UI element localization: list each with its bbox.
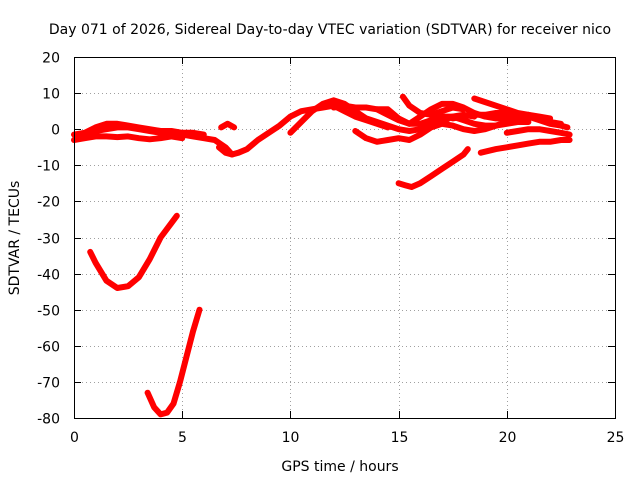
x-tick-labels: 0 5 10 15 20 25: [70, 430, 624, 446]
series-arc-15: [399, 93, 467, 118]
y-tick-label: -10: [37, 159, 60, 175]
y-tick-label: -50: [37, 304, 60, 320]
series-arc-10: [395, 146, 471, 190]
series-arc-13: [477, 137, 573, 156]
x-axis-label: GPS time / hours: [281, 459, 398, 475]
y-tick-label: -80: [37, 412, 60, 428]
y-tick-label: -70: [37, 376, 60, 392]
series-arc-14: [503, 126, 573, 138]
series-arc-17: [144, 306, 203, 418]
y-tick-label: 20: [42, 51, 60, 67]
series-arc-4: [216, 102, 391, 158]
series-group: [71, 93, 573, 418]
y-tick-label: 10: [42, 87, 60, 103]
x-tick-label: 10: [282, 430, 300, 446]
series-arc-3: [81, 120, 207, 138]
y-axis-label: SDTVAR / TECUs: [7, 181, 23, 296]
series-arc-16: [87, 212, 180, 291]
y-tick-label: -40: [37, 268, 60, 284]
x-tick-label: 25: [607, 430, 625, 446]
y-tick-label: 0: [51, 123, 60, 139]
series-arc-12: [471, 95, 554, 122]
y-tick-labels: 20 10 0 -10 -20 -30 -40 -50 -60 -70 -80: [37, 51, 60, 428]
x-tick-label: 20: [499, 430, 517, 446]
y-tick-label: -60: [37, 340, 60, 356]
y-tick-label: -20: [37, 195, 60, 211]
series-arc-1: [71, 133, 186, 143]
x-tick-label: 5: [178, 430, 187, 446]
chart-title: Day 071 of 2026, Sidereal Day-to-day VTE…: [49, 22, 611, 38]
series-arc-8: [352, 113, 532, 145]
x-tick-label: 15: [391, 430, 409, 446]
series-arc-5: [218, 120, 238, 131]
axis-ticks: [74, 57, 616, 419]
y-tick-label: -30: [37, 232, 60, 248]
x-tick-label: 0: [70, 430, 79, 446]
